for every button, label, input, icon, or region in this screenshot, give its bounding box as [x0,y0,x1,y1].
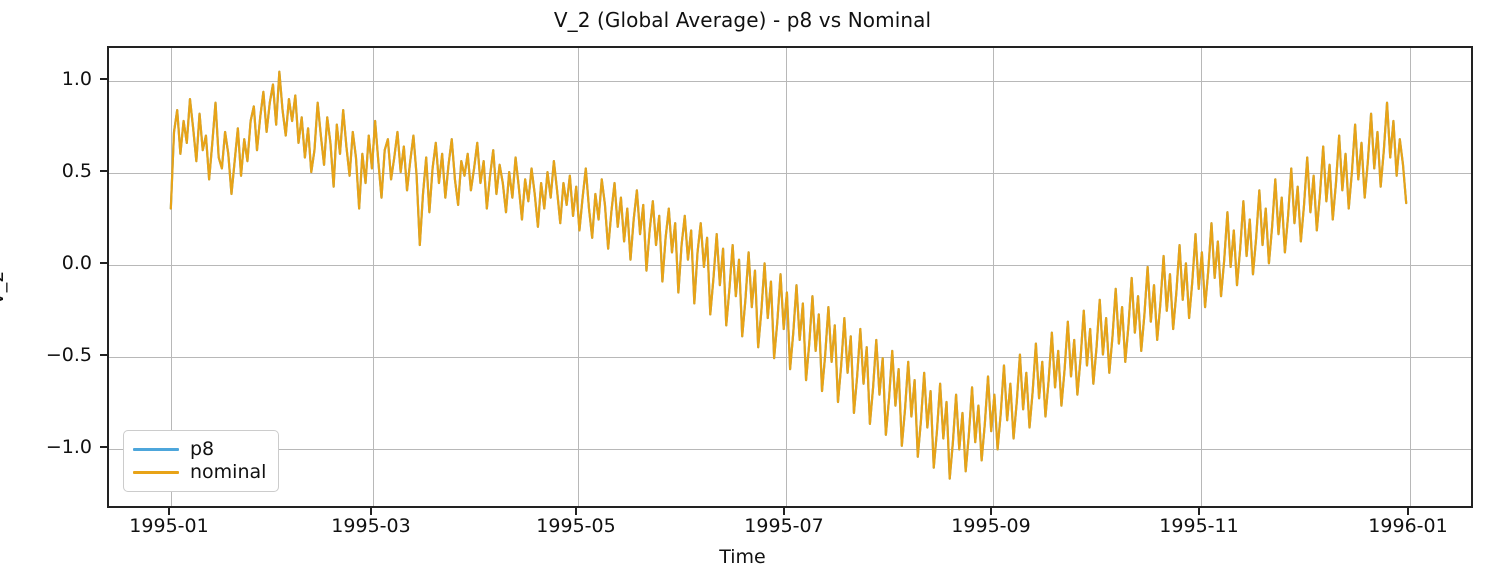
legend-entry-nominal[interactable]: nominal [133,461,266,484]
y-tick-label: 0.0 [61,252,92,275]
y-tick-mark [100,446,107,449]
plot-area: p8 nominal [107,46,1473,508]
y-tick-label: −1.0 [45,436,92,459]
y-tick-mark [100,262,107,265]
x-tick-mark [370,508,372,515]
legend-swatch-nominal [133,471,179,474]
gridline-vertical [993,48,994,506]
gridline-horizontal [109,173,1471,175]
gridline-horizontal [109,265,1471,267]
x-tick-label: 1995-09 [951,515,1031,537]
legend-entry-p8[interactable]: p8 [133,438,266,461]
y-tick-mark [100,78,107,81]
y-tick-label: −0.5 [45,344,92,367]
y-tick-label: 1.0 [61,68,92,91]
x-axis-label: Time [719,546,766,568]
y-axis-label: V_2 [0,270,8,306]
series-line-nominal [169,70,1408,480]
x-tick-mark [1407,508,1409,515]
legend-swatch-p8 [133,448,179,451]
legend-label-nominal: nominal [190,461,267,483]
x-tick-label: 1995-03 [331,515,411,537]
series-svg [169,70,1408,480]
gridline-horizontal [109,449,1471,451]
series-layer [109,48,1471,506]
x-tick-label: 1995-07 [744,515,824,537]
gridline-horizontal [109,81,1471,83]
x-tick-mark [1198,508,1200,515]
x-tick-mark [990,508,992,515]
x-tick-mark [575,508,577,515]
gridline-vertical [1201,48,1202,506]
gridline-vertical [171,48,172,506]
y-tick-label: 0.5 [61,160,92,183]
chart-title: V_2 (Global Average) - p8 vs Nominal [553,8,932,32]
gridline-vertical [373,48,374,506]
x-tick-mark [168,508,170,515]
y-tick-mark [100,170,107,173]
gridline-vertical [578,48,579,506]
x-tick-label: 1995-01 [129,515,209,537]
x-tick-label: 1996-01 [1368,515,1448,537]
chart-legend[interactable]: p8 nominal [123,430,280,492]
gridline-vertical [1410,48,1411,506]
x-tick-label: 1995-11 [1159,515,1239,537]
gridline-vertical [786,48,787,506]
x-tick-mark [783,508,785,515]
y-tick-mark [100,354,107,357]
legend-label-p8: p8 [190,438,215,460]
x-tick-label: 1995-05 [536,515,616,537]
